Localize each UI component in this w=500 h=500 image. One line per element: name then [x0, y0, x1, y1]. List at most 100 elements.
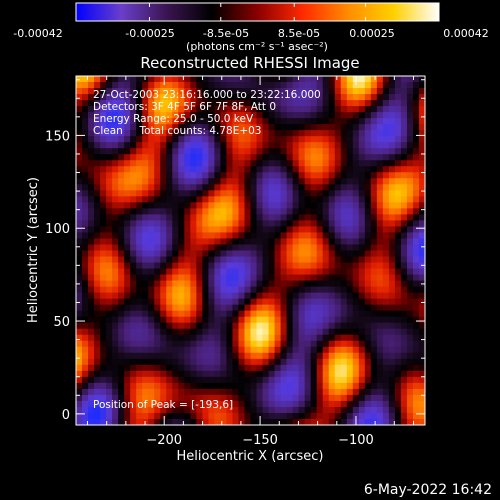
heatmap-cell [316, 136, 324, 143]
heatmap-cell [298, 148, 306, 155]
heatmap-cell [100, 154, 107, 161]
heatmap-cell [124, 418, 131, 425]
heatmap-cell [196, 184, 203, 191]
heatmap-cell [94, 334, 101, 342]
heatmap-cell [208, 232, 215, 240]
heatmap-cell [340, 280, 348, 288]
heatmap-cell [280, 388, 288, 396]
heatmap-cell [166, 346, 173, 354]
heatmap-cell [160, 82, 167, 89]
heatmap-cell [376, 220, 384, 228]
heatmap-cell [136, 406, 143, 414]
heatmap-cell [250, 262, 258, 270]
heatmap-cell [250, 100, 258, 107]
heatmap-cell [370, 82, 378, 89]
heatmap-cell [364, 106, 372, 113]
heatmap-cell [334, 112, 342, 119]
heatmap-cell [274, 310, 282, 318]
heatmap-cell [340, 400, 348, 408]
heatmap-cell [418, 364, 425, 372]
heatmap-cell [304, 244, 312, 252]
heatmap-cell [322, 376, 330, 384]
heatmap-cell [328, 118, 336, 125]
heatmap-cell [148, 256, 155, 264]
heatmap-cell [112, 232, 119, 240]
heatmap-cell [310, 82, 318, 89]
heatmap-cell [124, 358, 131, 366]
heatmap-cell [340, 190, 348, 197]
heatmap-cell [346, 244, 354, 252]
heatmap-cell [268, 388, 276, 396]
heatmap-cell [394, 118, 402, 125]
heatmap-cell [328, 328, 336, 336]
heatmap-cell [214, 400, 222, 408]
heatmap-cell [274, 370, 282, 378]
heatmap-cell [388, 334, 396, 342]
heatmap-cell [298, 286, 306, 294]
heatmap-cell [400, 202, 408, 209]
heatmap-cell [262, 262, 270, 270]
heatmap-cell [142, 160, 149, 167]
heatmap-cell [262, 328, 270, 336]
heatmap-cell [82, 304, 89, 312]
heatmap-cell [388, 160, 396, 167]
heatmap-cell [94, 280, 101, 288]
heatmap-cell [406, 244, 414, 252]
heatmap-cell [136, 316, 143, 324]
heatmap-cell [328, 256, 336, 264]
heatmap-cell [418, 178, 425, 185]
heatmap-cell [178, 148, 185, 155]
heatmap-cell [178, 142, 185, 149]
heatmap-cell [322, 214, 330, 222]
y-axis-ticks [76, 79, 425, 415]
heatmap-cell [304, 82, 312, 89]
heatmap-cell [88, 112, 95, 119]
heatmap-cell [190, 76, 197, 83]
heatmap-cell [394, 370, 402, 378]
heatmap-cell [76, 238, 83, 246]
heatmap-cell [148, 406, 155, 414]
heatmap-cell [334, 274, 342, 282]
heatmap-cell [346, 178, 354, 185]
heatmap-cell [124, 316, 131, 324]
heatmap-cell [268, 232, 276, 240]
heatmap-cell [334, 316, 342, 324]
heatmap-cell [244, 214, 252, 222]
heatmap-cell [226, 226, 234, 234]
heatmap-cell [142, 346, 149, 354]
heatmap-cell [256, 220, 264, 228]
heatmap-cell [220, 310, 228, 318]
heatmap-cell [292, 400, 300, 408]
heatmap-cell [202, 364, 209, 372]
heatmap-cell [292, 406, 300, 414]
heatmap-cell [292, 106, 300, 113]
heatmap-cell [196, 178, 203, 185]
heatmap-cell [190, 94, 197, 101]
heatmap-cell [166, 262, 173, 270]
heatmap-cell [382, 346, 390, 354]
heatmap-cell [124, 178, 131, 185]
heatmap-cell [214, 388, 222, 396]
heatmap-cell [310, 292, 318, 300]
heatmap-cell [286, 94, 294, 101]
heatmap-cell [112, 298, 119, 306]
heatmap-cell [220, 406, 228, 414]
heatmap-cell [160, 136, 167, 143]
heatmap-cell [142, 406, 149, 414]
y-tick-label: 0 [62, 408, 70, 423]
heatmap-cell [214, 262, 222, 270]
heatmap-cell [202, 208, 209, 215]
heatmap-cell [316, 286, 324, 294]
heatmap-cell [214, 214, 222, 222]
heatmap-cell [82, 274, 89, 282]
heatmap-cell [214, 202, 222, 209]
heatmap-cell [388, 340, 396, 348]
heatmap-cell [388, 106, 396, 113]
heatmap-cell [316, 184, 324, 191]
heatmap-cell [310, 418, 318, 425]
heatmap-cell [364, 328, 372, 336]
heatmap-cell [202, 250, 209, 258]
heatmap-cell [112, 280, 119, 288]
heatmap-cell [94, 220, 101, 228]
heatmap-cell [400, 304, 408, 312]
